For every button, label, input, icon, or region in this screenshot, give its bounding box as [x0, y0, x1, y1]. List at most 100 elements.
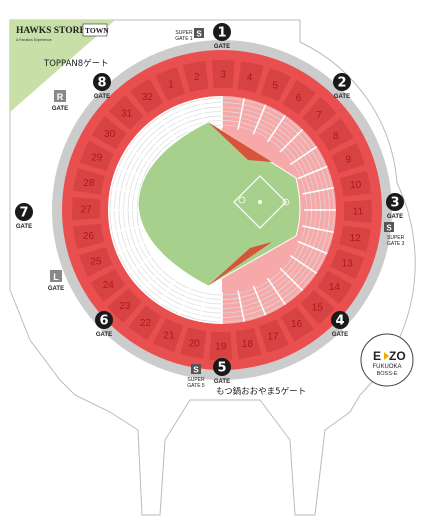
- section-block[interactable]: [300, 290, 336, 325]
- aisle: [177, 104, 192, 135]
- section-number: 7: [316, 110, 322, 121]
- super-gate-1-line2: GATE 1: [175, 36, 193, 42]
- gate-4[interactable]: 4 GATE: [331, 311, 349, 338]
- section-block[interactable]: [339, 225, 371, 252]
- section-block[interactable]: [128, 305, 162, 341]
- section-block[interactable]: [182, 60, 209, 93]
- section-block[interactable]: [331, 143, 365, 174]
- gate-6[interactable]: 6 GATE: [95, 311, 113, 338]
- super-gate-1-line1: SUPER: [175, 30, 193, 36]
- seat-rows: [108, 96, 336, 324]
- section-block[interactable]: [72, 197, 101, 221]
- gate-5-name: もつ鍋おおやま5ゲート: [216, 386, 306, 397]
- aisle: [266, 114, 286, 143]
- gate-badge: [386, 193, 404, 211]
- r-gate[interactable]: R GATE: [52, 90, 68, 112]
- gate-1[interactable]: 1 GATE: [213, 23, 231, 50]
- gate-2[interactable]: 2 GATE: [333, 73, 351, 100]
- section-block[interactable]: [91, 116, 127, 150]
- gate-badge: [15, 203, 33, 221]
- section-number: 3: [220, 70, 226, 81]
- section-block[interactable]: [107, 288, 142, 324]
- section-block[interactable]: [180, 327, 207, 359]
- super-gate-3-letter: S: [386, 224, 392, 233]
- aisle: [110, 187, 142, 195]
- section-block[interactable]: [317, 270, 353, 304]
- section-block[interactable]: [209, 331, 233, 360]
- super-gate-5[interactable]: S SUPER GATE 5: [187, 364, 205, 389]
- section-block[interactable]: [339, 170, 372, 197]
- aisle: [302, 187, 334, 195]
- gate-label: GATE: [16, 224, 32, 230]
- aisle: [289, 254, 318, 274]
- section-block[interactable]: [302, 96, 337, 132]
- section-block[interactable]: [108, 95, 144, 130]
- section-block[interactable]: [235, 327, 262, 360]
- section-block[interactable]: [282, 79, 316, 115]
- section-block[interactable]: [152, 318, 184, 353]
- gate-number: 6: [99, 314, 108, 329]
- section-block[interactable]: [343, 199, 372, 223]
- section-block[interactable]: [90, 268, 126, 302]
- hawks-store-town-badge: [82, 23, 108, 37]
- section-number: 10: [350, 180, 362, 191]
- section-block[interactable]: [130, 78, 164, 114]
- section-block[interactable]: [318, 118, 354, 152]
- gate-7[interactable]: 7 GATE: [15, 203, 33, 230]
- gate-8-name: TOPPAN8ゲート: [43, 58, 109, 69]
- section-number: 25: [90, 256, 102, 267]
- gate-label: GATE: [214, 379, 230, 385]
- section-number: 27: [80, 204, 92, 215]
- section-block[interactable]: [211, 59, 235, 89]
- section-number: 2: [194, 72, 200, 83]
- section-block[interactable]: [72, 223, 105, 250]
- dugout-top: [208, 122, 272, 162]
- aisle: [252, 285, 267, 316]
- aisle: [297, 165, 328, 180]
- section-number: 20: [189, 339, 201, 350]
- section-number: 22: [140, 318, 152, 329]
- aisle: [279, 267, 304, 292]
- section-block[interactable]: [237, 61, 264, 93]
- ezo-boss: BOSS-E: [377, 371, 398, 377]
- gate-8[interactable]: 8 GATE: [93, 73, 111, 100]
- section-block[interactable]: [260, 67, 292, 102]
- aisle: [177, 285, 192, 316]
- section-number: 5: [272, 80, 278, 91]
- hawks-store-area[interactable]: [10, 20, 115, 112]
- aisle: [140, 128, 165, 153]
- section-block[interactable]: [258, 319, 289, 353]
- gate-label: GATE: [94, 94, 110, 100]
- super-gate-3[interactable]: S SUPER GATE 3: [384, 222, 405, 247]
- gate-label: GATE: [387, 214, 403, 220]
- section-block[interactable]: [79, 140, 114, 172]
- aisle: [126, 146, 155, 166]
- section-number: 24: [103, 280, 115, 291]
- section-number: 26: [83, 231, 95, 242]
- l-gate[interactable]: L GATE: [48, 270, 64, 292]
- aisle: [140, 267, 165, 292]
- aisle: [266, 277, 286, 306]
- section-number: 14: [329, 282, 341, 293]
- section-number: 31: [121, 108, 133, 119]
- gate-badge: [95, 311, 113, 329]
- section-block[interactable]: [155, 67, 186, 101]
- field: [137, 121, 301, 287]
- section-number: 6: [296, 93, 302, 104]
- section-block[interactable]: [79, 246, 113, 277]
- section-number: 32: [142, 92, 154, 103]
- dugout-bottom: [208, 242, 272, 286]
- ezo-fukuoka-badge[interactable]: E ZO FUKUOKA BOSS-E: [360, 333, 414, 387]
- section-block[interactable]: [330, 248, 365, 280]
- hawks-store-tagline: A Fanatics Experience: [16, 38, 52, 42]
- gate-3[interactable]: 3 GATE: [386, 193, 404, 220]
- gate-number: 7: [19, 206, 28, 221]
- section-block[interactable]: [73, 168, 105, 195]
- section-block[interactable]: [280, 306, 314, 342]
- section-number: 28: [83, 178, 95, 189]
- super-gate-1[interactable]: SUPER GATE 1 S: [175, 28, 204, 42]
- section-number: 4: [247, 72, 253, 83]
- gate-5[interactable]: 5 GATE: [213, 358, 231, 385]
- ezo-fukuoka: FUKUOKA: [372, 364, 401, 370]
